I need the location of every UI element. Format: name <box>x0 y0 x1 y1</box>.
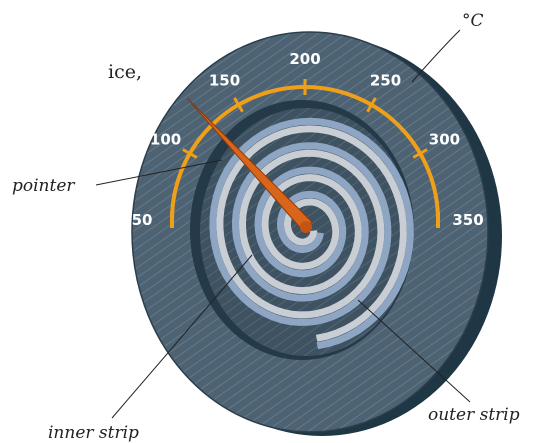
tick <box>182 148 198 159</box>
scale-label: 250 <box>370 72 401 90</box>
scale-label: 350 <box>452 211 483 229</box>
scale: 50 100 150 200 250 300 350 <box>132 50 484 229</box>
scale-label: 150 <box>209 72 240 90</box>
scale-label: 200 <box>289 50 320 68</box>
leader-line <box>111 254 253 419</box>
leader-line <box>95 159 223 186</box>
scale-label: 100 <box>150 131 181 149</box>
scale-label: 50 <box>132 211 153 229</box>
spiral-strip <box>209 117 414 350</box>
bimetal-spiral <box>209 117 414 350</box>
leader-line <box>357 299 471 403</box>
tick <box>412 148 428 159</box>
tick <box>366 97 377 113</box>
inner-strip-label: inner strip <box>48 423 139 443</box>
tick <box>233 97 244 113</box>
body-text: ice, <box>108 61 142 83</box>
outer-strip-label: outer strip <box>428 405 520 425</box>
spiral-strip <box>216 125 407 342</box>
pointer-hub <box>300 221 312 233</box>
unit-label: °C <box>462 11 484 31</box>
leader-line <box>411 29 461 83</box>
pointer-label: pointer <box>12 176 75 196</box>
scale-label: 300 <box>429 131 460 149</box>
